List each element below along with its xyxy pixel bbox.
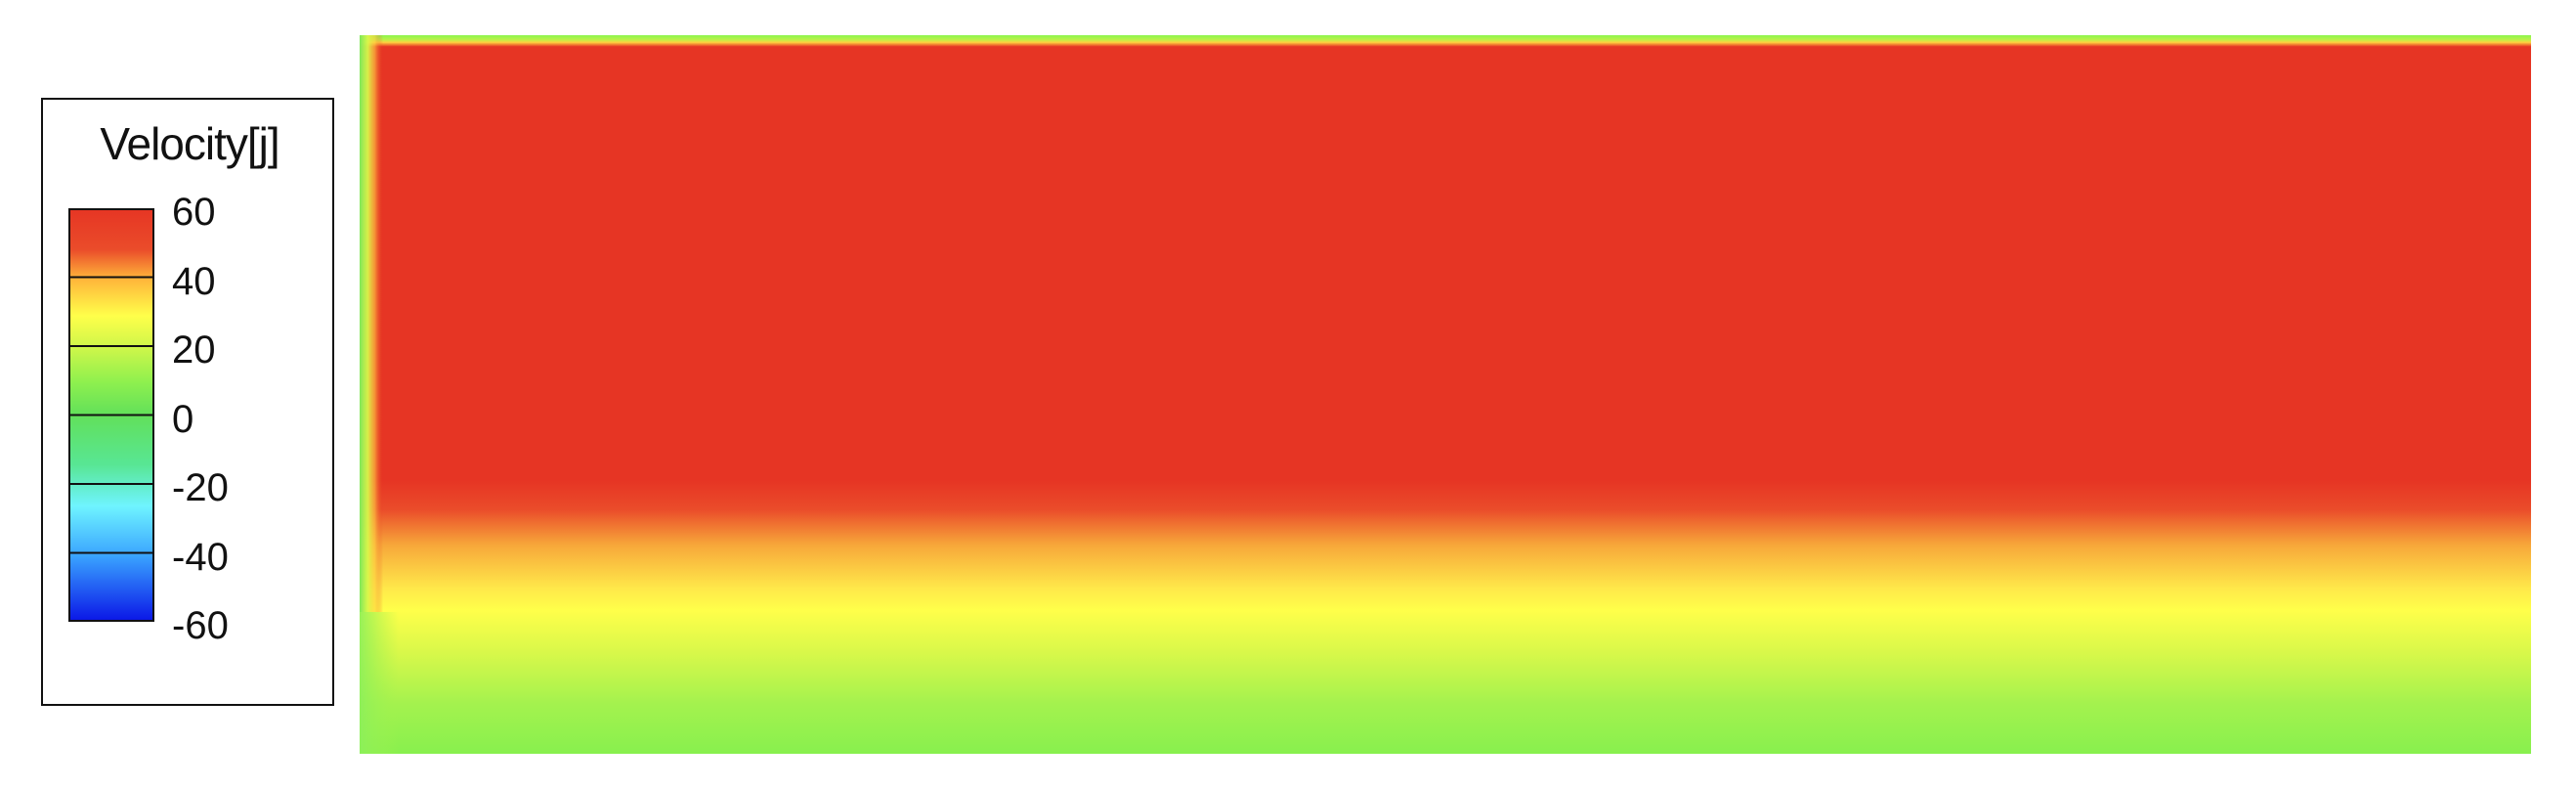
legend-title: Velocity[j]	[100, 118, 279, 169]
colorbar-tick-label: -60	[172, 604, 229, 647]
colorbar-tick-label: 20	[172, 328, 216, 372]
colorbar-tick-label: -20	[172, 466, 229, 509]
colorbar	[68, 208, 154, 622]
colorbar-frame	[68, 208, 154, 622]
left-wall-lower-layer	[360, 612, 399, 754]
colorbar-tick-label: 40	[172, 260, 216, 303]
colorbar-tick-label: 0	[172, 398, 194, 441]
left-wall-layer	[360, 35, 383, 612]
field-background	[360, 35, 2531, 754]
colorbar-tick-lines	[68, 276, 154, 554]
colorbar-tick-label: 60	[172, 191, 216, 234]
colorbar-legend: Velocity[j]	[41, 98, 334, 706]
velocity-field	[360, 35, 2531, 754]
colorbar-tick-label: -40	[172, 536, 229, 579]
